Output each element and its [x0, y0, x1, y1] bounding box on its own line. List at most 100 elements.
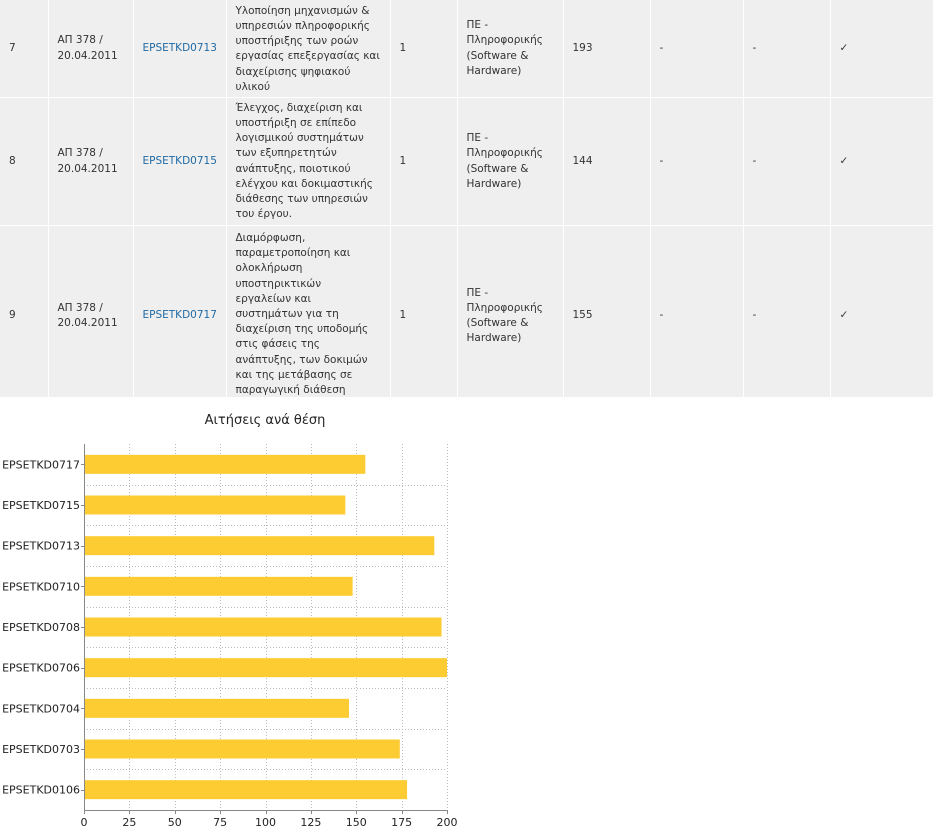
specialty-cell-line: ΠΕ - — [466, 19, 489, 32]
description-cell-line: ανάπτυξης, ποιοτικού — [235, 162, 351, 175]
applications-bar-chart: Αιτήσεις ανά θέση EPSETKD0717 EPSETKD0715… — [2, 413, 457, 829]
decision-cell-line: ΑΠ 378 / — [57, 301, 103, 314]
check-mark-cell: ✓ — [830, 97, 933, 226]
description-cell-line: διάθεσης των υπηρεσιών — [235, 192, 368, 205]
description-cell-line: Έλεγχος, διαχείριση και — [235, 101, 363, 114]
bar-epsetkd0713 — [84, 536, 435, 556]
specialty-cell-line: ΠΕ - — [466, 286, 489, 299]
positions-count-cell: 1 — [390, 97, 458, 226]
x-tick-label: 125 — [300, 816, 321, 829]
specialty-cell-line: Πληροφορικής — [466, 301, 543, 314]
description-cell-line: υπηρεσιών πληροφορικής — [235, 19, 370, 32]
specialty-cell-line: (Software & — [466, 162, 529, 175]
chart-axes — [81, 444, 448, 814]
positions-table-container: 7 ΑΠ 378 /20.04.2011 EPSETKD0713 Υλοποίηση … — [0, 0, 933, 397]
position-code-link[interactable]: EPSETKD0713 — [133, 0, 227, 98]
description-cell-line: των εξυπηρετητών — [235, 147, 337, 160]
position-code-link[interactable]: EPSETKD0717 — [133, 225, 227, 397]
description-cell: Διαμόρφωση, παραμετροποίηση και ολοκλήρωση… — [226, 225, 391, 397]
specialty-cell-line: Πληροφορικής — [466, 34, 543, 47]
bar-epsetkd0704 — [84, 698, 349, 718]
description-cell-line: ανάπτυξης, των δοκιμών — [235, 353, 368, 366]
x-tick-label: 25 — [122, 816, 136, 829]
specialty-cell-line: Hardware) — [466, 64, 522, 77]
specialty-cell: ΠΕ - Πληροφορικής (Software & Hardware) — [457, 97, 564, 226]
decision-cell-line: 20.04.2011 — [57, 49, 118, 62]
specialty-cell-line: Hardware) — [466, 332, 522, 345]
column-8-cell: - — [650, 0, 744, 98]
row-number-cell: 8 — [0, 97, 49, 226]
bar-epsetkd0715 — [84, 495, 346, 515]
y-tick-label: EPSETKD0703 — [2, 743, 80, 756]
table-row: 7 ΑΠ 378 /20.04.2011 EPSETKD0713 Υλοποίηση … — [0, 0, 933, 98]
description-cell-line: διαχείριση της υποδομής — [235, 323, 369, 336]
x-tick-label: 75 — [213, 816, 227, 829]
description-cell-line: συστημάτων για τη — [235, 308, 339, 321]
specialty-cell-line: ΠΕ - — [466, 132, 489, 145]
description-cell-line: παραγωγική διάθεση — [235, 384, 346, 397]
x-tick-label: 200 — [437, 816, 458, 829]
check-mark-cell: ✓ — [830, 225, 933, 397]
position-code-link[interactable]: EPSETKD0715 — [133, 97, 227, 226]
description-cell-line: ολοκλήρωση — [235, 262, 303, 275]
description-cell: Υλοποίηση μηχανισμών & υπηρεσιών πληροφορ… — [226, 0, 391, 98]
description-cell-line: υποστήριξης των ροών — [235, 35, 359, 48]
description-cell: Έλεγχος, διαχείριση και υποστήριξη σε επί… — [226, 97, 391, 226]
description-cell-line: υλικού — [235, 80, 271, 93]
description-cell-line: λογισμικού συστημάτων — [235, 132, 364, 145]
description-cell-line: Υλοποίηση μηχανισμών & — [235, 4, 370, 17]
specialty-cell-line: (Software & — [466, 317, 529, 329]
decision-cell: ΑΠ 378 / 20.04.2011 — [48, 97, 134, 226]
x-tick-label: 100 — [255, 816, 276, 829]
y-tick-label: EPSETKD0706 — [2, 662, 80, 675]
y-tick-label: EPSETKD0710 — [2, 580, 80, 593]
description-cell-line: του έργου. — [235, 208, 293, 221]
bar-epsetkd0703 — [84, 739, 400, 759]
table-bottom-spacer — [0, 397, 944, 405]
decision-cell-line: ΑΠ 378 / — [57, 34, 103, 47]
specialty-cell: ΠΕ - Πληροφορικής (Software & Hardware) — [457, 225, 564, 397]
positions-table: 7 ΑΠ 378 /20.04.2011 EPSETKD0713 Υλοποίηση … — [0, 0, 933, 397]
y-tick-label: EPSETKD0713 — [2, 540, 80, 553]
x-tick-label: 150 — [346, 816, 367, 829]
column-9-cell: - — [743, 97, 831, 226]
description-cell-line: Διαμόρφωση, — [235, 232, 306, 244]
description-cell-line: ελέγχου και δοκιμαστικής — [235, 177, 373, 190]
chart-title: Αιτήσεις ανά θέση — [205, 413, 326, 428]
y-tick-label: EPSETKD0715 — [2, 499, 80, 512]
specialty-cell-line: Πληροφορικής — [466, 147, 543, 160]
check-mark-cell: ✓ — [830, 0, 933, 98]
row-number-cell: 7 — [0, 0, 49, 98]
bar-epsetkd0106 — [84, 780, 408, 800]
x-tick-label: 175 — [391, 816, 412, 829]
bar-epsetkd0717 — [84, 454, 366, 474]
applications-cell: 144 — [563, 97, 651, 226]
positions-count-cell: 1 — [390, 0, 458, 98]
positions-count-cell: 1 — [390, 225, 458, 397]
description-cell-line: διαχείρισης ψηφιακού — [235, 65, 351, 78]
column-9-cell: - — [743, 225, 831, 397]
decision-cell-line: 20.04.2011 — [57, 162, 118, 175]
y-tick-label: EPSETKD0717 — [2, 458, 80, 471]
decision-cell: ΑΠ 378 / 20.04.2011 — [48, 0, 134, 98]
specialty-cell-line: (Software & — [466, 49, 529, 62]
chart-labels: EPSETKD0717 EPSETKD0715 EPSETKD0713 EPSETKD… — [2, 458, 457, 829]
decision-cell-line: ΑΠ 378 / — [57, 147, 103, 160]
chart-bars — [84, 454, 447, 800]
description-cell-line: και της μετάβασης σε — [235, 368, 353, 381]
description-cell-line: παραμετροποίηση και — [235, 247, 351, 260]
specialty-cell: ΠΕ - Πληροφορικής (Software & Hardware) — [457, 0, 564, 98]
description-cell-line: εργαλείων και — [235, 292, 312, 305]
y-tick-label: EPSETKD0708 — [2, 621, 80, 634]
y-tick-label: EPSETKD0106 — [2, 784, 80, 797]
column-8-cell: - — [650, 225, 744, 397]
description-cell-line: εργασίας επεξεργασίας και — [235, 50, 380, 63]
x-tick-label: 50 — [168, 816, 182, 829]
bar-epsetkd0706 — [84, 658, 447, 678]
table-row: 8 ΑΠ 378 /20.04.2011 EPSETKD0715 Έλεγχος, δ… — [0, 97, 933, 226]
description-cell-line: στις φάσεις της — [235, 338, 320, 351]
column-8-cell: - — [650, 97, 744, 226]
row-number-cell: 9 — [0, 225, 49, 397]
applications-cell: 193 — [563, 0, 651, 98]
decision-cell-line: 20.04.2011 — [57, 317, 118, 329]
